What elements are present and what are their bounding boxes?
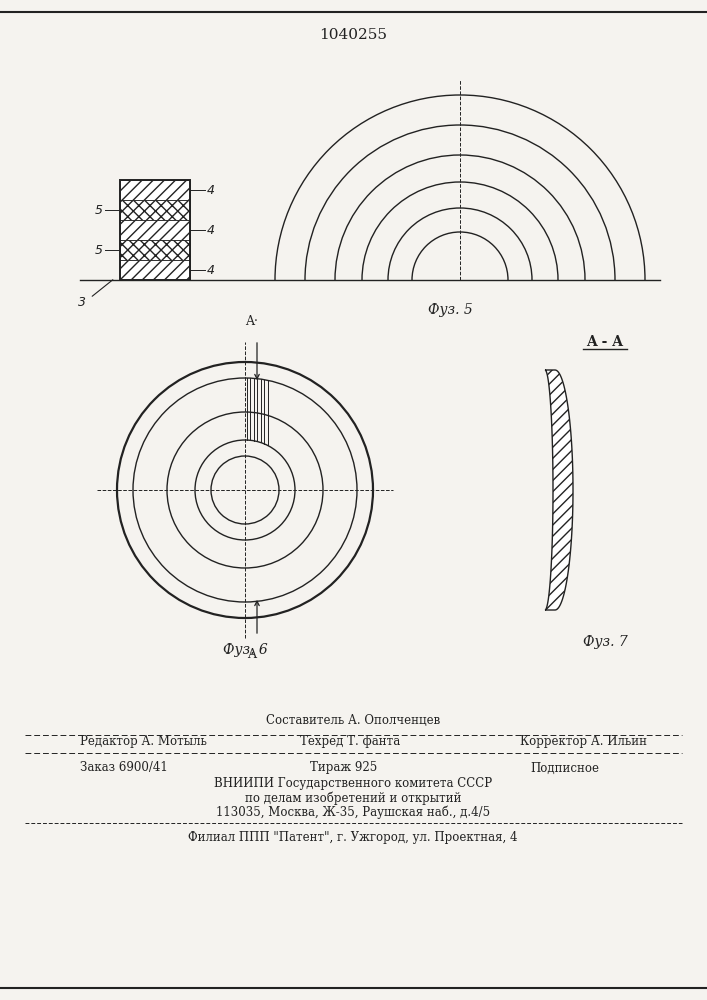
Text: Фуз. 6: Фуз. 6 <box>223 643 267 657</box>
Text: A - A: A - A <box>587 335 624 349</box>
Bar <box>120 180 190 200</box>
Text: Техред Т. фанта: Техред Т. фанта <box>300 736 400 748</box>
Text: Редактор А. Мотыль: Редактор А. Мотыль <box>80 736 207 748</box>
Text: Фуз. 7: Фуз. 7 <box>583 635 627 649</box>
Text: 3: 3 <box>78 296 86 308</box>
Text: Составитель А. Ополченцев: Составитель А. Ополченцев <box>266 714 440 726</box>
Text: Корректор А. Ильин: Корректор А. Ильин <box>520 736 647 748</box>
Polygon shape <box>545 370 573 610</box>
Bar <box>120 240 190 260</box>
Text: по делам изобретений и открытий: по делам изобретений и открытий <box>245 791 461 805</box>
Bar <box>120 220 190 240</box>
Text: Филиал ППП "Патент", г. Ужгород, ул. Проектная, 4: Филиал ППП "Патент", г. Ужгород, ул. Про… <box>188 830 518 844</box>
Text: 1040255: 1040255 <box>319 28 387 42</box>
Text: Фуз. 5: Фуз. 5 <box>428 303 472 317</box>
Text: ВНИИПИ Государственного комитета СССР: ВНИИПИ Государственного комитета СССР <box>214 778 492 790</box>
Text: A: A <box>247 648 257 661</box>
Bar <box>120 260 190 280</box>
Text: 4: 4 <box>207 224 215 236</box>
Text: Подписное: Подписное <box>530 762 599 774</box>
Bar <box>120 200 190 220</box>
Text: 5: 5 <box>95 204 103 217</box>
Text: A·: A· <box>245 315 259 328</box>
Text: 4: 4 <box>207 184 215 196</box>
Text: Заказ 6900/41: Заказ 6900/41 <box>80 762 168 774</box>
Text: Тираж 925: Тираж 925 <box>310 762 378 774</box>
Bar <box>120 180 190 280</box>
Text: 113035, Москва, Ж-35, Раушская наб., д.4/5: 113035, Москва, Ж-35, Раушская наб., д.4… <box>216 805 490 819</box>
Text: 4: 4 <box>207 263 215 276</box>
Text: 5: 5 <box>95 243 103 256</box>
